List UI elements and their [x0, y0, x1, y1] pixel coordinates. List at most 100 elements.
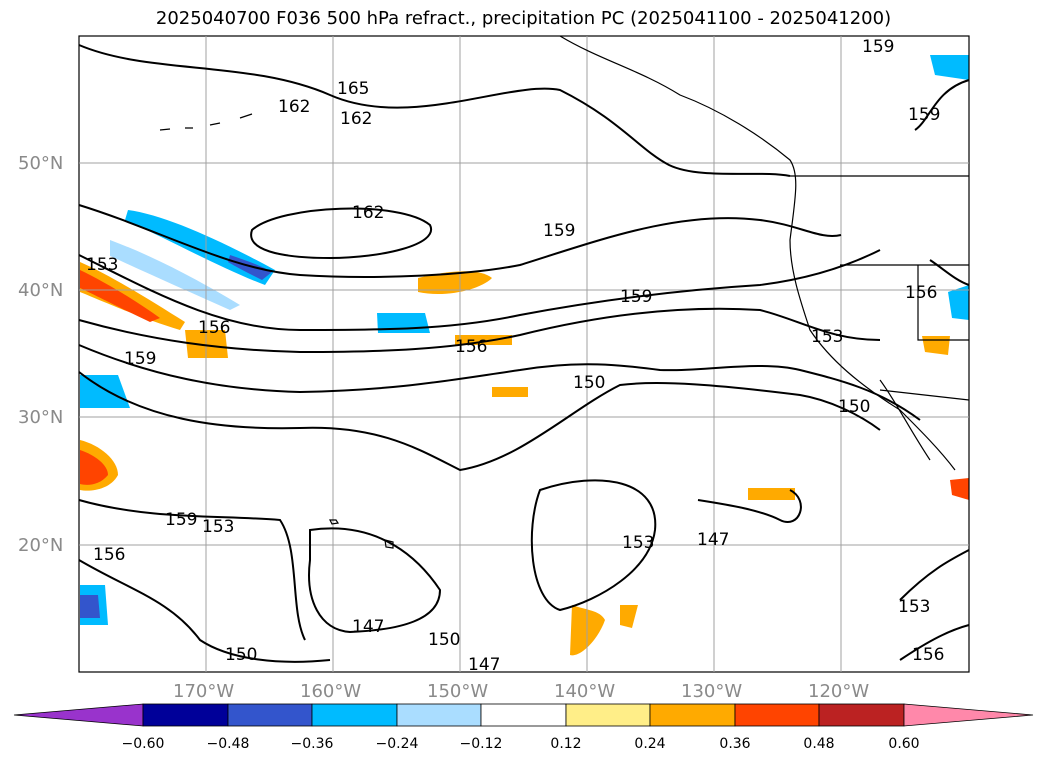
colorbar-tick-label: −0.60	[122, 736, 165, 752]
contour-156-east	[929, 259, 970, 286]
lon-label-120w: 120°W	[808, 681, 869, 702]
gridlines	[79, 36, 969, 672]
colorbar-extend-min	[13, 703, 144, 727]
contour-label: 159	[165, 510, 197, 530]
lat-label-20n: 20°N	[18, 535, 63, 556]
contour-label: 162	[340, 109, 372, 129]
shade-darkblue-sw	[80, 595, 100, 618]
shade-red-west	[80, 270, 160, 322]
coastlines	[159, 35, 970, 549]
lat-labels: 50°N 40°N 30°N 20°N	[18, 153, 63, 556]
map-title: 2025040700 F036 500 hPa refract., precip…	[155, 8, 892, 29]
shade-blue-ne	[930, 55, 969, 80]
contour-label: 159	[908, 105, 940, 125]
contour-label: 156	[93, 545, 125, 565]
contour-label: 162	[278, 97, 310, 117]
shade-blue-band-dark	[228, 255, 272, 280]
contour-label: 150	[225, 645, 257, 665]
lon-label-150w: 150°W	[427, 681, 488, 702]
contour-label: 153	[898, 597, 930, 617]
lon-label-140w: 140°W	[554, 681, 615, 702]
contour-label: 159	[620, 287, 652, 307]
contour-159-north	[78, 204, 842, 278]
lat-label-50n: 50°N	[18, 153, 63, 174]
colorbar-bin	[565, 703, 651, 727]
contour-153-loop	[530, 479, 657, 612]
contour-label: 153	[811, 327, 843, 347]
contour-label: 150	[838, 397, 870, 417]
colorbar-bin	[480, 703, 567, 727]
shade-blue-e	[948, 285, 969, 320]
shade-blue-w30	[80, 375, 130, 408]
colorbar-tick-label: −0.36	[291, 736, 334, 752]
lon-label-170w: 170°W	[173, 681, 234, 702]
contours	[78, 44, 970, 663]
contour-156	[78, 307, 881, 354]
colorbar-bin	[396, 703, 482, 727]
contour-label: 159	[124, 349, 156, 369]
colorbar-bin	[142, 703, 229, 727]
colorbar-tick-label: −0.24	[376, 736, 419, 752]
contour-162-loop	[250, 207, 433, 260]
colorbar-tick-label: 0.60	[888, 736, 919, 752]
lat-label-40n: 40°N	[18, 280, 63, 301]
colorbar-tick-label: 0.48	[803, 736, 834, 752]
contour-153	[78, 344, 921, 421]
contour-label: 156	[455, 337, 487, 357]
coast-hawaii2	[384, 539, 394, 549]
contour-147-se	[899, 549, 970, 601]
colorbar-bin	[818, 703, 905, 727]
colorbar-bin	[649, 703, 736, 727]
lon-label-130w: 130°W	[681, 681, 742, 702]
colorbar-tick-label: 0.36	[719, 736, 750, 752]
coast-mexico-border	[879, 389, 970, 401]
shade-orange-mid3	[455, 335, 512, 345]
shade-orange-s2	[620, 605, 638, 628]
contour-153-south	[78, 499, 306, 641]
contour-label: 159	[862, 37, 894, 57]
contour-153-se	[899, 624, 970, 661]
contour-label: 156	[198, 318, 230, 338]
coast-baja	[879, 379, 931, 461]
colorbar: −0.60 −0.48 −0.36 −0.24 −0.12 0.12 0.24 …	[13, 703, 1034, 752]
colorbar-tick-label: 0.24	[634, 736, 665, 752]
shade-orange-mid4	[492, 387, 528, 397]
colorbar-bin	[311, 703, 398, 727]
map-frame	[78, 35, 970, 673]
coast-state-line2	[917, 265, 969, 341]
contour-label: 165	[337, 79, 369, 99]
contour-label: 162	[352, 203, 384, 223]
contour-label: 147	[352, 617, 384, 637]
contour-label: 156	[905, 283, 937, 303]
colorbar-extend-max	[903, 703, 1034, 727]
colorbar-tick-label: −0.12	[460, 736, 503, 752]
contour-150-south	[78, 559, 331, 663]
contour-label: 150	[573, 373, 605, 393]
contour-162-north	[78, 44, 791, 177]
shade-orange-e	[922, 336, 950, 355]
shade-orange-west	[80, 262, 185, 330]
contour-label: 147	[697, 530, 729, 550]
contour-147-east	[697, 489, 802, 523]
shade-orange-se	[748, 488, 795, 500]
contour-label: 150	[428, 630, 460, 650]
contour-label: 156	[912, 645, 944, 665]
contour-label: 153	[86, 255, 118, 275]
lon-label-160w: 160°W	[300, 681, 361, 702]
colorbar-bin	[734, 703, 820, 727]
contour-label: 147	[468, 655, 500, 675]
precip-shading	[80, 55, 969, 656]
contour-label: 153	[202, 517, 234, 537]
shade-red-sw	[80, 450, 108, 485]
lat-label-30n: 30°N	[18, 407, 63, 428]
contour-159-mid	[78, 249, 881, 332]
contour-147-south	[308, 527, 442, 634]
coast-aleutians	[159, 113, 253, 131]
shade-lightblue-band	[110, 240, 240, 310]
contour-label: 159	[543, 221, 575, 241]
colorbar-tick-label: 0.12	[550, 736, 581, 752]
contour-label: 153	[622, 533, 654, 553]
shade-orange-mid1	[418, 271, 492, 295]
shade-orange-e2	[950, 478, 969, 500]
